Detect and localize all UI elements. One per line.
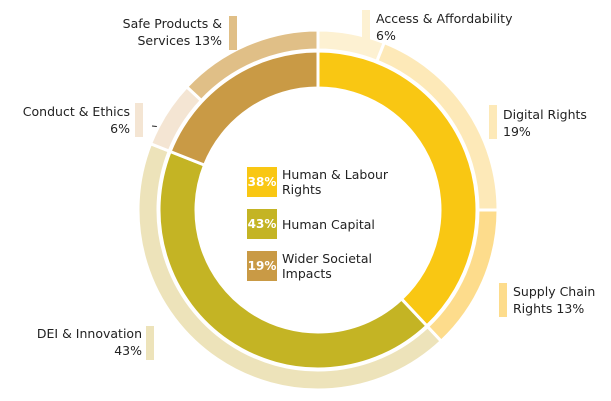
outer-label: DEI & Innovation 43% bbox=[22, 325, 142, 359]
outer-label: Access & Affordability 6% bbox=[376, 10, 516, 44]
outer-label: Supply Chain Rights 13% bbox=[513, 283, 608, 317]
legend-bar bbox=[499, 283, 507, 317]
legend-bar bbox=[229, 16, 237, 50]
legend-value: 19% bbox=[247, 258, 277, 273]
inner-segment bbox=[168, 49, 320, 168]
label-name: Safe Products & Services bbox=[122, 16, 222, 48]
legend-value: 38% bbox=[247, 174, 277, 189]
legend-item: 38% Human & Labour Rights bbox=[247, 167, 397, 197]
label-name: DEI & Innovation bbox=[36, 326, 142, 341]
legend-bar bbox=[489, 105, 497, 139]
legend-label: Wider Societal Impacts bbox=[282, 251, 372, 281]
legend-swatch: 43% bbox=[247, 209, 277, 239]
outer-label: Safe Products & Services 13% bbox=[100, 15, 222, 49]
inner-segment bbox=[316, 49, 479, 329]
legend-bar bbox=[135, 103, 143, 137]
legend-value: 43% bbox=[247, 216, 277, 231]
label-value: 6% bbox=[110, 121, 130, 136]
outer-label: Conduct & Ethics 6% bbox=[10, 103, 130, 137]
label-value: 43% bbox=[114, 343, 142, 358]
label-name: Supply Chain Rights bbox=[513, 284, 596, 316]
legend-item: 43% Human Capital bbox=[247, 209, 397, 239]
label-value: 6% bbox=[376, 28, 396, 43]
legend-swatch: 38% bbox=[247, 167, 277, 197]
legend-label: Human Capital bbox=[282, 216, 375, 232]
legend-bar bbox=[146, 326, 154, 360]
label-name: Access & Affordability bbox=[376, 11, 513, 26]
label-name: Conduct & Ethics bbox=[22, 104, 130, 119]
legend-item: 19% Wider Societal Impacts bbox=[247, 251, 397, 281]
label-value: 13% bbox=[194, 33, 222, 48]
legend-swatch: 19% bbox=[247, 251, 277, 281]
legend-label: Human & Labour Rights bbox=[282, 167, 389, 197]
inner-segment bbox=[157, 149, 429, 371]
label-name: Digital Rights bbox=[503, 107, 587, 122]
outer-label: Digital Rights 19% bbox=[503, 106, 593, 140]
legend-bar bbox=[362, 10, 370, 44]
label-value: 19% bbox=[503, 124, 531, 139]
label-value: 13% bbox=[556, 301, 585, 316]
